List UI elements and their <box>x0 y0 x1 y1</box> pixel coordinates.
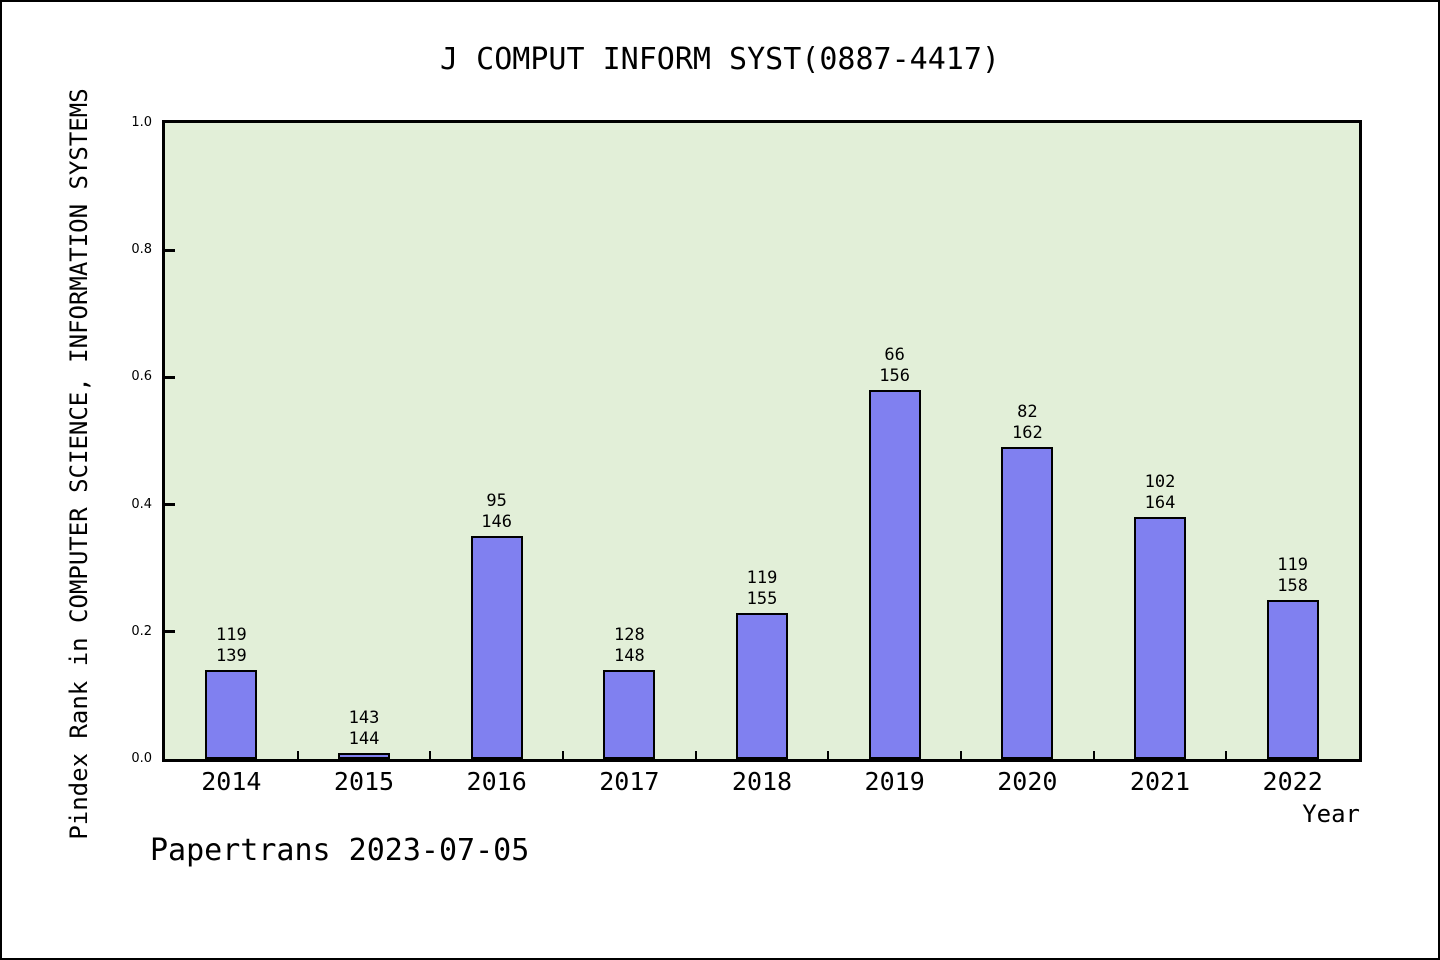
y-tick-label: 0.0 <box>131 751 152 766</box>
y-tick-mark <box>165 375 175 379</box>
x-tick-mark <box>1225 751 1228 759</box>
bar <box>1266 600 1319 759</box>
bar-value-label: 128 148 <box>613 625 645 666</box>
bar-value-label: 66 156 <box>879 345 911 386</box>
x-tick-label: 2015 <box>333 767 395 796</box>
y-tick-label: 0.4 <box>131 496 152 512</box>
y-tick-label: 1.0 <box>131 115 152 130</box>
x-tick-mark <box>694 751 697 759</box>
x-tick-label: 2017 <box>599 767 660 796</box>
bar <box>603 670 656 759</box>
bar-value-label: 95 146 <box>481 491 513 532</box>
y-tick-mark <box>165 630 175 634</box>
bar-value-label: 82 162 <box>1011 402 1043 443</box>
x-tick-mark <box>1092 751 1095 759</box>
bar <box>338 753 390 759</box>
x-tick-label: 2018 <box>731 767 793 796</box>
x-tick-label: 2020 <box>997 767 1058 796</box>
x-tick-label: 2021 <box>1129 767 1191 796</box>
bar-value-label: 119 158 <box>1277 555 1309 596</box>
y-tick-label: 0.6 <box>131 369 152 385</box>
x-tick-label: 2016 <box>466 767 527 796</box>
bar <box>868 390 921 759</box>
bar-value-label: 119 155 <box>746 568 778 609</box>
y-tick-mark <box>165 248 175 252</box>
x-tick-label: 2014 <box>201 767 262 796</box>
bar <box>1134 517 1186 759</box>
watermark-text: Papertrans 2023-07-05 <box>150 833 530 868</box>
bar <box>205 670 258 759</box>
bar <box>1001 447 1054 759</box>
bar <box>736 613 788 759</box>
y-tick-label: 0.8 <box>131 242 152 258</box>
bar-value-label: 143 144 <box>348 708 380 749</box>
x-tick-mark <box>562 751 564 759</box>
x-tick-mark <box>827 751 830 759</box>
plot-area: 0.0 0.2 0.4 0.6 0.8 1.0 119 139 2014 143 144 2015… <box>131 115 1362 796</box>
x-tick-mark <box>429 751 432 759</box>
x-tick-mark <box>960 751 962 759</box>
bar-value-label: 119 139 <box>215 625 247 666</box>
x-tick-label: 2022 <box>1262 767 1323 796</box>
y-axis-label: Pindex Rank in COMPUTER SCIENCE, INFORMA… <box>65 88 93 840</box>
x-tick-label: 2019 <box>864 767 925 796</box>
y-tick-label: 0.2 <box>131 623 152 639</box>
x-tick-mark <box>296 751 299 759</box>
y-tick-mark <box>165 503 175 507</box>
x-axis-label: Year <box>1302 800 1360 828</box>
bar-value-label: 102 164 <box>1144 472 1176 513</box>
bar <box>470 536 523 759</box>
chart-title: J COMPUT INFORM SYST(0887-4417) <box>440 42 1000 77</box>
